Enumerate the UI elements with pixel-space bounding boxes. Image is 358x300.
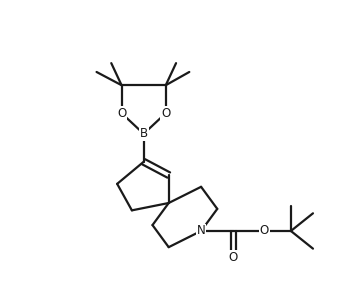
Text: O: O — [260, 224, 269, 238]
Text: B: B — [140, 127, 148, 140]
Text: O: O — [117, 107, 126, 120]
Text: O: O — [229, 251, 238, 264]
Text: N: N — [197, 224, 205, 238]
Text: O: O — [161, 107, 170, 120]
